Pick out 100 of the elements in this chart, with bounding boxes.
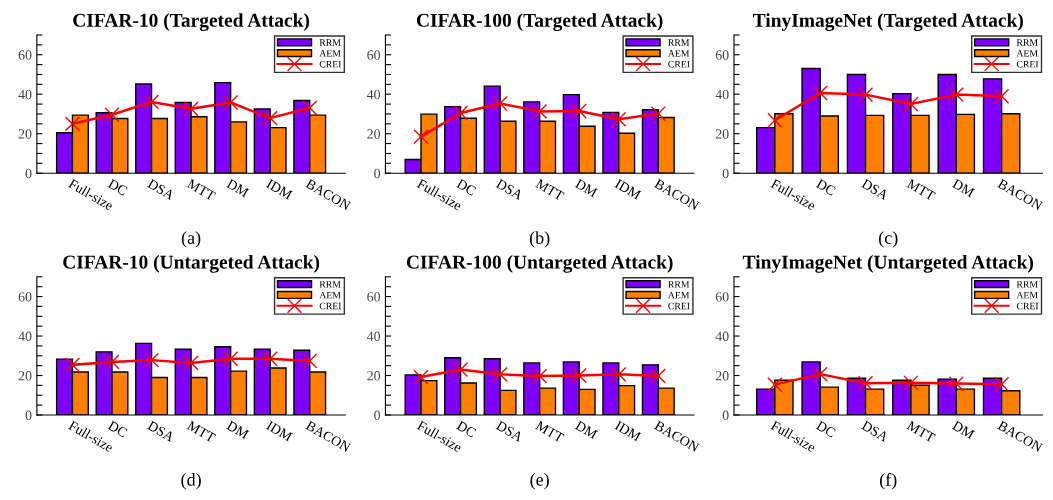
chart-title: CIFAR-10 (Targeted Attack) [73,13,310,31]
x-tick-label: DM [951,178,976,198]
x-tick-label: DSA [861,178,890,201]
point [492,95,508,112]
x-tick-label: DM [951,420,976,440]
point [857,375,874,391]
legend-label: AEM [667,50,690,57]
x-tick-label: MTT [186,178,217,201]
point [262,110,278,126]
y-tick-label: 40 [366,89,381,100]
y-tick-label: 0 [25,168,32,179]
x-tick-label: MTT [535,178,565,201]
x-tick-label: DSA [495,178,524,201]
y-tick-label: 40 [366,331,381,341]
legend-label: CREI [1016,60,1039,68]
text: (c) [879,231,898,248]
point [994,376,1010,392]
x-tick-label: MTT [906,178,936,201]
point [492,366,508,382]
point [262,351,278,367]
legend-label: CREI [319,60,342,68]
text: (b) [529,231,550,248]
x-tick-label: DM [226,420,250,440]
legend-label: RRM [668,39,690,46]
point [611,366,627,382]
point [650,105,666,122]
point [222,94,239,111]
point [812,366,828,382]
x-tick-label: IDM [614,178,642,200]
chart-title: TinyImageNet (Targeted Attack) [752,13,1023,31]
legend-label: AEM [1016,50,1038,57]
text: (f) [880,473,897,490]
y-tick-label: 20 [715,371,729,381]
x-tick-label: MTT [535,420,565,443]
x-tick-label: MTT [186,420,217,443]
point [302,353,318,369]
legend-label: CREI [319,302,342,310]
point [64,357,81,373]
y-tick-label: 40 [18,89,32,100]
y-tick-label: 60 [367,292,381,302]
point [104,107,120,123]
chart-title: CIFAR-100 (Untargeted Attack) [406,254,673,273]
y-tick-label: 0 [374,410,381,420]
y-tick-label: 40 [715,331,729,341]
point [948,375,964,392]
point [183,101,199,117]
point [571,367,587,384]
y-tick-label: 60 [367,50,381,60]
point [302,100,318,116]
legend-label: RRM [319,281,341,288]
point [767,376,783,393]
point [611,111,627,127]
text: (d) [181,473,201,490]
point [857,86,874,103]
y-tick-label: 40 [18,331,32,341]
y-tick-label: 20 [18,371,32,381]
x-tick-label: DC [815,420,837,438]
x-tick-label: DM [574,178,598,198]
point [452,361,469,378]
point [222,351,239,367]
legend-label: AEM [319,50,341,57]
x-tick-label: IDM [265,178,293,200]
point [532,368,548,384]
point [104,354,120,370]
y-tick-label: 60 [715,292,729,302]
y-tick-label: 20 [367,371,381,381]
legend-label: CREI [1016,302,1039,310]
point [64,116,81,132]
chart-title: CIFAR-100 (Targeted Attack) [416,13,663,31]
y-tick-label: 20 [367,129,381,139]
point [413,369,429,385]
text: (a) [181,231,201,248]
point [143,352,160,368]
legend-label: AEM [667,291,690,299]
legend-label: AEM [319,291,341,299]
y-tick-label: 0 [722,410,729,420]
x-tick-label: IDM [265,420,293,442]
point [903,375,919,391]
legend-label: RRM [319,39,341,46]
x-tick-label: DSA [495,420,524,443]
y-tick-label: 60 [715,50,729,60]
y-tick-label: 20 [18,129,32,139]
legend-label: RRM [668,281,690,288]
x-tick-label: DC [815,178,837,196]
y-tick-label: 0 [722,168,729,179]
legend-label: CREI [668,60,690,68]
point [143,94,160,110]
x-tick-label: IDM [614,420,642,442]
chart-title: CIFAR-10 (Untargeted Attack) [63,254,320,273]
point [994,88,1010,104]
x-tick-label: DSA [147,178,176,201]
point [183,355,199,371]
y-tick-label: 60 [18,50,32,60]
legend-label: CREI [668,302,690,310]
point [571,103,587,119]
point [812,85,828,101]
x-tick-label: MTT [906,420,936,443]
y-tick-label: 40 [715,89,729,100]
y-tick-label: 0 [25,410,32,420]
point [650,368,666,384]
